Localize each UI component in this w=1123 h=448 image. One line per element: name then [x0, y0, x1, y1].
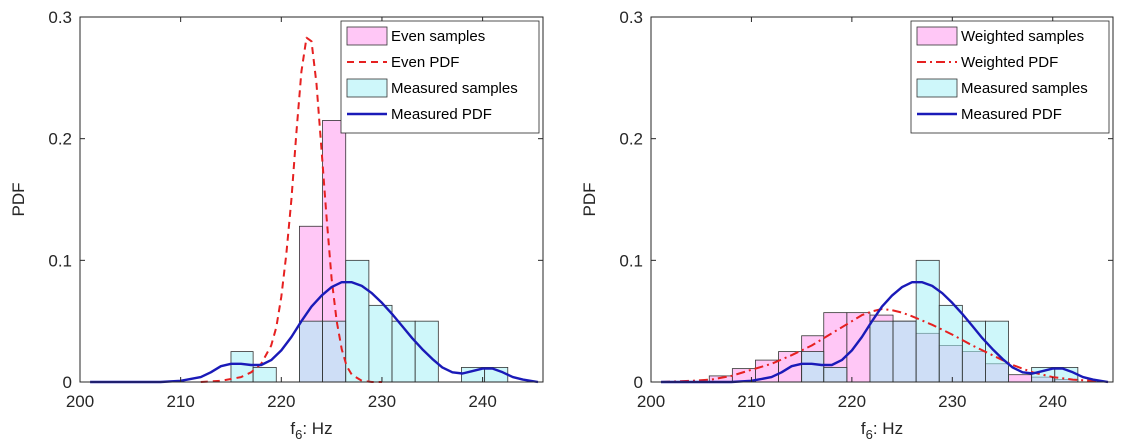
chart-panel-1: 200 210 220 230 240 0 0.1 0.2 0.3 f6: Hz PDF Even s… — [9, 8, 544, 442]
y-tick-label: 0 — [634, 373, 643, 392]
hist-bar — [985, 320, 1009, 383]
x-tick-label: 220 — [838, 392, 866, 411]
pdf-line — [90, 281, 539, 384]
y-axis-title: PDF — [9, 183, 28, 217]
x-tick-label: 230 — [938, 392, 966, 411]
legend-label: Measured samples — [391, 80, 518, 97]
legend-label: Measured PDF — [391, 106, 492, 123]
hist-bar — [869, 320, 894, 383]
hist-bar — [938, 304, 963, 383]
y-tick-label: 0.3 — [619, 8, 643, 27]
y-tick-label: 0.2 — [619, 130, 643, 149]
axes-frame — [79, 16, 544, 383]
legend-swatch — [916, 78, 958, 98]
y-axis-title: PDF — [580, 183, 599, 217]
hist-bar — [823, 366, 848, 383]
x-axis-title: f6: Hz — [861, 419, 903, 442]
hist-bar — [414, 320, 439, 383]
legend-label: Even PDF — [391, 54, 459, 71]
legend-label: Measured PDF — [961, 106, 1062, 123]
hist-bar — [252, 366, 277, 383]
legend-swatch — [916, 26, 958, 46]
x-axis-title: f6: Hz — [290, 419, 332, 442]
x-tick-label: 200 — [66, 392, 94, 411]
pdf-line — [660, 308, 1109, 383]
y-tick-label: 0.2 — [48, 130, 72, 149]
hist-bar — [368, 304, 393, 383]
hist-bar — [915, 259, 940, 383]
legend-label: Weighted PDF — [961, 54, 1058, 71]
legend-swatch — [346, 78, 388, 98]
hist-bar — [961, 320, 986, 383]
legend: Weighted samples Weighted PDF Measured sam… — [910, 20, 1110, 134]
hist-bar — [846, 312, 871, 383]
x-tick-label: 200 — [637, 392, 665, 411]
hist-bar — [391, 320, 416, 383]
x-tick-label: 240 — [1039, 392, 1067, 411]
legend-label: Measured samples — [961, 80, 1088, 97]
legend: Even samples Even PDF Measured samples Meas… — [340, 20, 540, 134]
y-tick-label: 0.1 — [48, 251, 72, 270]
legend-label: Weighted samples — [961, 28, 1084, 45]
y-tick-label: 0.1 — [619, 251, 643, 270]
pdf-line — [661, 281, 1109, 384]
x-tick-label: 230 — [368, 392, 396, 411]
hist-bar — [299, 320, 323, 383]
axes-frame — [650, 16, 1114, 383]
hist-bar — [1008, 374, 1033, 383]
x-tick-label: 220 — [267, 392, 295, 411]
legend-swatch — [346, 26, 388, 46]
legend-label: Even samples — [391, 28, 485, 45]
chart-panel-2: 200 210 220 230 240 0 0.1 0.2 0.3 f6: Hz PDF Weight… — [580, 8, 1114, 442]
x-tick-label: 210 — [166, 392, 194, 411]
x-tick-label: 240 — [468, 392, 496, 411]
hist-bar — [801, 351, 825, 383]
hist-bar — [892, 320, 917, 383]
y-tick-label: 0 — [63, 373, 72, 392]
hist-bar — [345, 259, 370, 383]
x-tick-label: 210 — [737, 392, 765, 411]
y-tick-label: 0.3 — [48, 8, 72, 27]
